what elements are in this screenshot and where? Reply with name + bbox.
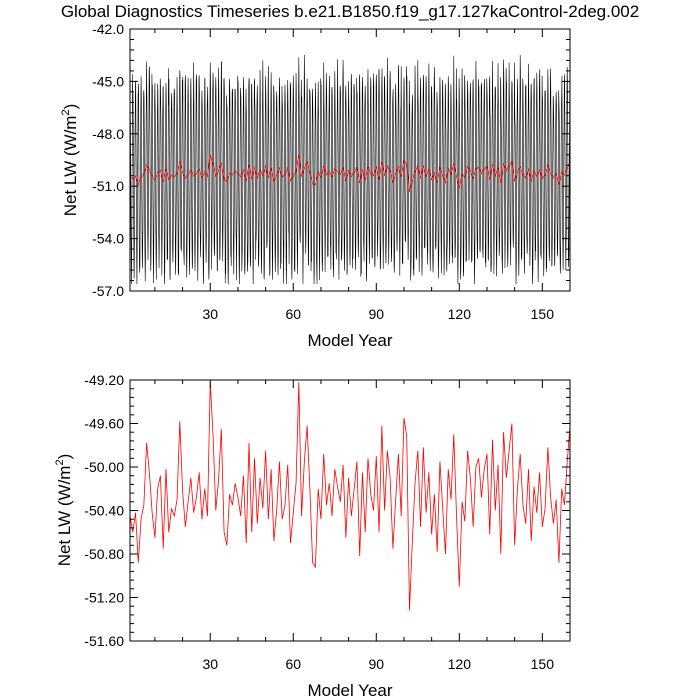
top-x-tick-label: 150	[531, 306, 555, 322]
top-x-tick-label: 90	[369, 306, 385, 322]
bottom-x-tick-label: 30	[202, 656, 218, 672]
bottom-plot-frame	[129, 379, 571, 642]
top-y-axis-title: Net LW (W/m2)	[60, 104, 80, 217]
bottom-x-axis-title: Model Year	[307, 681, 392, 700]
bottom-axis-ticks: 30 60 90 120 150 -49.20 -49.60 -50.00 -50.40 -50.…	[84, 372, 571, 672]
bottom-y-tick-label: -50.40	[84, 503, 124, 519]
top-y-tick-label: -51.0	[92, 178, 124, 194]
top-monthly-series-line	[129, 54, 571, 285]
top-series-group	[129, 54, 571, 285]
bottom-y-tick-label: -49.60	[84, 416, 124, 432]
bottom-annual-mean-series-line	[129, 382, 571, 611]
top-x-tick-label: 120	[448, 306, 472, 322]
bottom-y-tick-label: -51.20	[84, 590, 124, 606]
bottom-x-tick-label: 150	[531, 656, 555, 672]
top-plot-frame	[129, 28, 571, 292]
top-y-tick-label: -57.0	[92, 283, 124, 299]
bottom-x-tick-label: 120	[448, 656, 472, 672]
bottom-y-tick-label: -49.20	[84, 372, 124, 388]
bottom-x-tick-label: 60	[285, 656, 301, 672]
top-x-tick-label: 30	[202, 306, 218, 322]
bottom-y-tick-label: -50.80	[84, 546, 124, 562]
bottom-y-tick-label: -50.00	[84, 459, 124, 475]
bottom-series-group	[129, 382, 571, 611]
bottom-chart-panel: 30 60 90 120 150 -49.20 -49.60 -50.00 -50.40 -50.…	[54, 372, 571, 700]
top-axis-ticks: 30 60 90 120 150 -42.0 -45.0 -48.0 -51.0 -54.0 -57…	[92, 21, 571, 322]
top-y-tick-label: -45.0	[92, 73, 124, 89]
top-y-tick-label: -48.0	[92, 126, 124, 142]
top-y-tick-label: -54.0	[92, 231, 124, 247]
bottom-y-tick-label: -51.60	[84, 633, 124, 649]
top-y-tick-label: -42.0	[92, 21, 124, 37]
bottom-x-tick-label: 90	[369, 656, 385, 672]
top-chart-panel: 30 60 90 120 150 -42.0 -45.0 -48.0 -51.0 -54.0 -57…	[60, 21, 571, 350]
top-x-axis-title: Model Year	[307, 331, 392, 350]
top-annual-mean-series-line	[129, 154, 571, 192]
bottom-y-axis-title: Net LW (W/m2)	[54, 454, 74, 567]
top-x-tick-label: 60	[285, 306, 301, 322]
page-title: Global Diagnostics Timeseries b.e21.B185…	[60, 2, 640, 21]
